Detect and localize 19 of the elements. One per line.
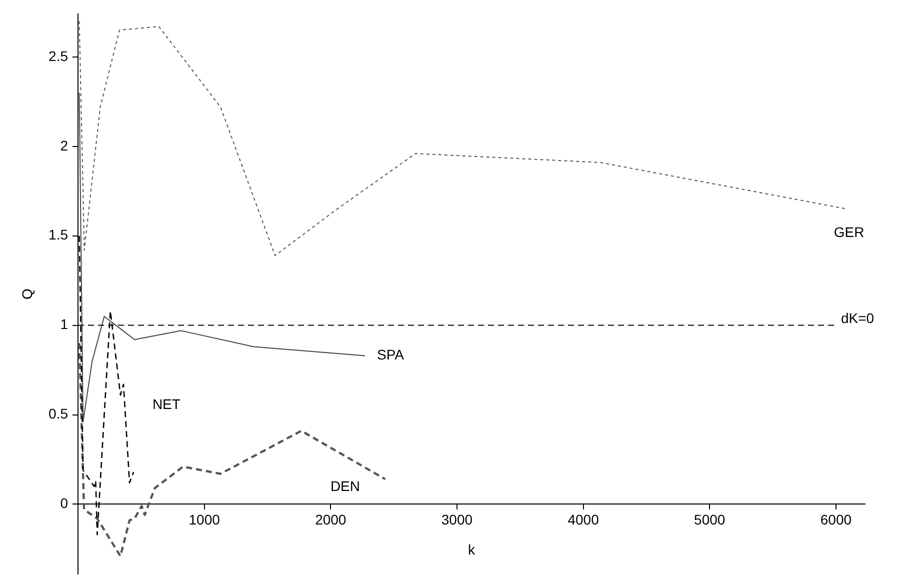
y-tick-label: 1	[60, 316, 68, 332]
x-tick-label: 6000	[820, 511, 852, 528]
y-tick-label: 1.5	[48, 226, 68, 243]
y-tick-label: 0.5	[48, 406, 68, 422]
x-tick-label: 5000	[694, 511, 726, 528]
series-label: NET	[152, 396, 181, 412]
x-axis-title: k	[468, 541, 476, 558]
y-tick-label: 0	[60, 495, 68, 512]
y-tick-label: 2	[60, 137, 68, 154]
x-tick-label: 3000	[441, 511, 473, 528]
series-label: GER	[834, 224, 864, 240]
x-tick-label: 4000	[568, 511, 600, 528]
series-label: DEN	[330, 478, 360, 494]
annotation: dK=0	[841, 310, 874, 326]
y-tick-label: 2.5	[48, 48, 68, 64]
x-tick-label: 2000	[315, 511, 346, 528]
series-label: SPA	[377, 346, 405, 363]
x-tick-label: 1000	[188, 511, 220, 528]
y-axis-title: Q	[18, 288, 35, 300]
